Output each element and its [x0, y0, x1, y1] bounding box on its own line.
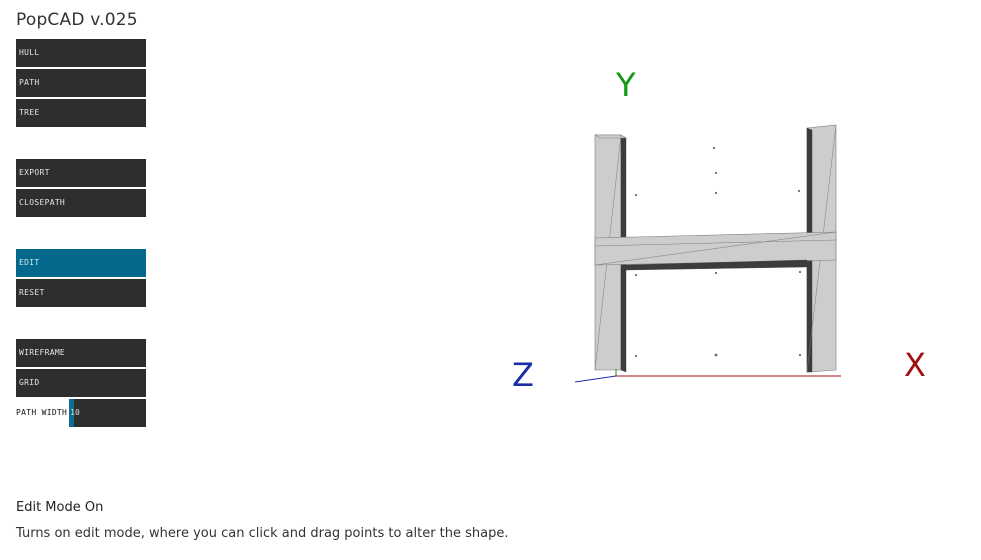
- path-button[interactable]: PATH: [16, 69, 146, 97]
- path-point[interactable]: [714, 191, 718, 195]
- edit-button[interactable]: EDIT: [16, 249, 146, 277]
- crossbar-guide: [594, 239, 837, 247]
- path-point[interactable]: [797, 189, 801, 193]
- path-point[interactable]: [714, 353, 718, 357]
- reset-button[interactable]: RESET: [16, 279, 146, 307]
- crossbar-bottom: [625, 259, 808, 271]
- crossbar-diagonal: [594, 231, 837, 266]
- tree-button[interactable]: TREE: [16, 99, 146, 127]
- x-axis-label: X: [904, 346, 926, 384]
- h-shape-model[interactable]: [593, 124, 837, 373]
- path-point[interactable]: [634, 354, 638, 358]
- path-point[interactable]: [712, 146, 716, 150]
- grid-button[interactable]: GRID: [16, 369, 146, 397]
- path-point[interactable]: [798, 270, 802, 274]
- path-width-slider-fill: [69, 399, 74, 427]
- help-title: Edit Mode On: [16, 500, 104, 515]
- path-point[interactable]: [634, 273, 638, 277]
- closepath-button[interactable]: CLOSEPATH: [16, 189, 146, 217]
- path-points[interactable]: [634, 146, 802, 358]
- viewport-canvas[interactable]: Y Z X: [480, 60, 970, 400]
- left-post-top: [593, 134, 628, 139]
- 3d-viewport[interactable]: Y Z X: [480, 60, 970, 400]
- path-point[interactable]: [714, 171, 718, 175]
- export-button[interactable]: EXPORT: [16, 159, 146, 187]
- path-point[interactable]: [634, 193, 638, 197]
- path-point[interactable]: [798, 353, 802, 357]
- path-width-slider[interactable]: PATH WIDTH 10: [16, 399, 146, 427]
- z-axis-label: Z: [512, 356, 534, 394]
- path-width-value: 10: [70, 408, 80, 417]
- app-title: PopCAD v.025: [16, 10, 138, 30]
- help-description: Turns on edit mode, where you can click …: [16, 526, 509, 541]
- z-axis-line: [574, 375, 617, 383]
- wireframe-button[interactable]: WIREFRAME: [16, 339, 146, 367]
- y-axis-label: Y: [615, 66, 636, 104]
- path-width-label: PATH WIDTH: [16, 399, 70, 427]
- path-point[interactable]: [714, 271, 718, 275]
- hull-button[interactable]: HULL: [16, 39, 146, 67]
